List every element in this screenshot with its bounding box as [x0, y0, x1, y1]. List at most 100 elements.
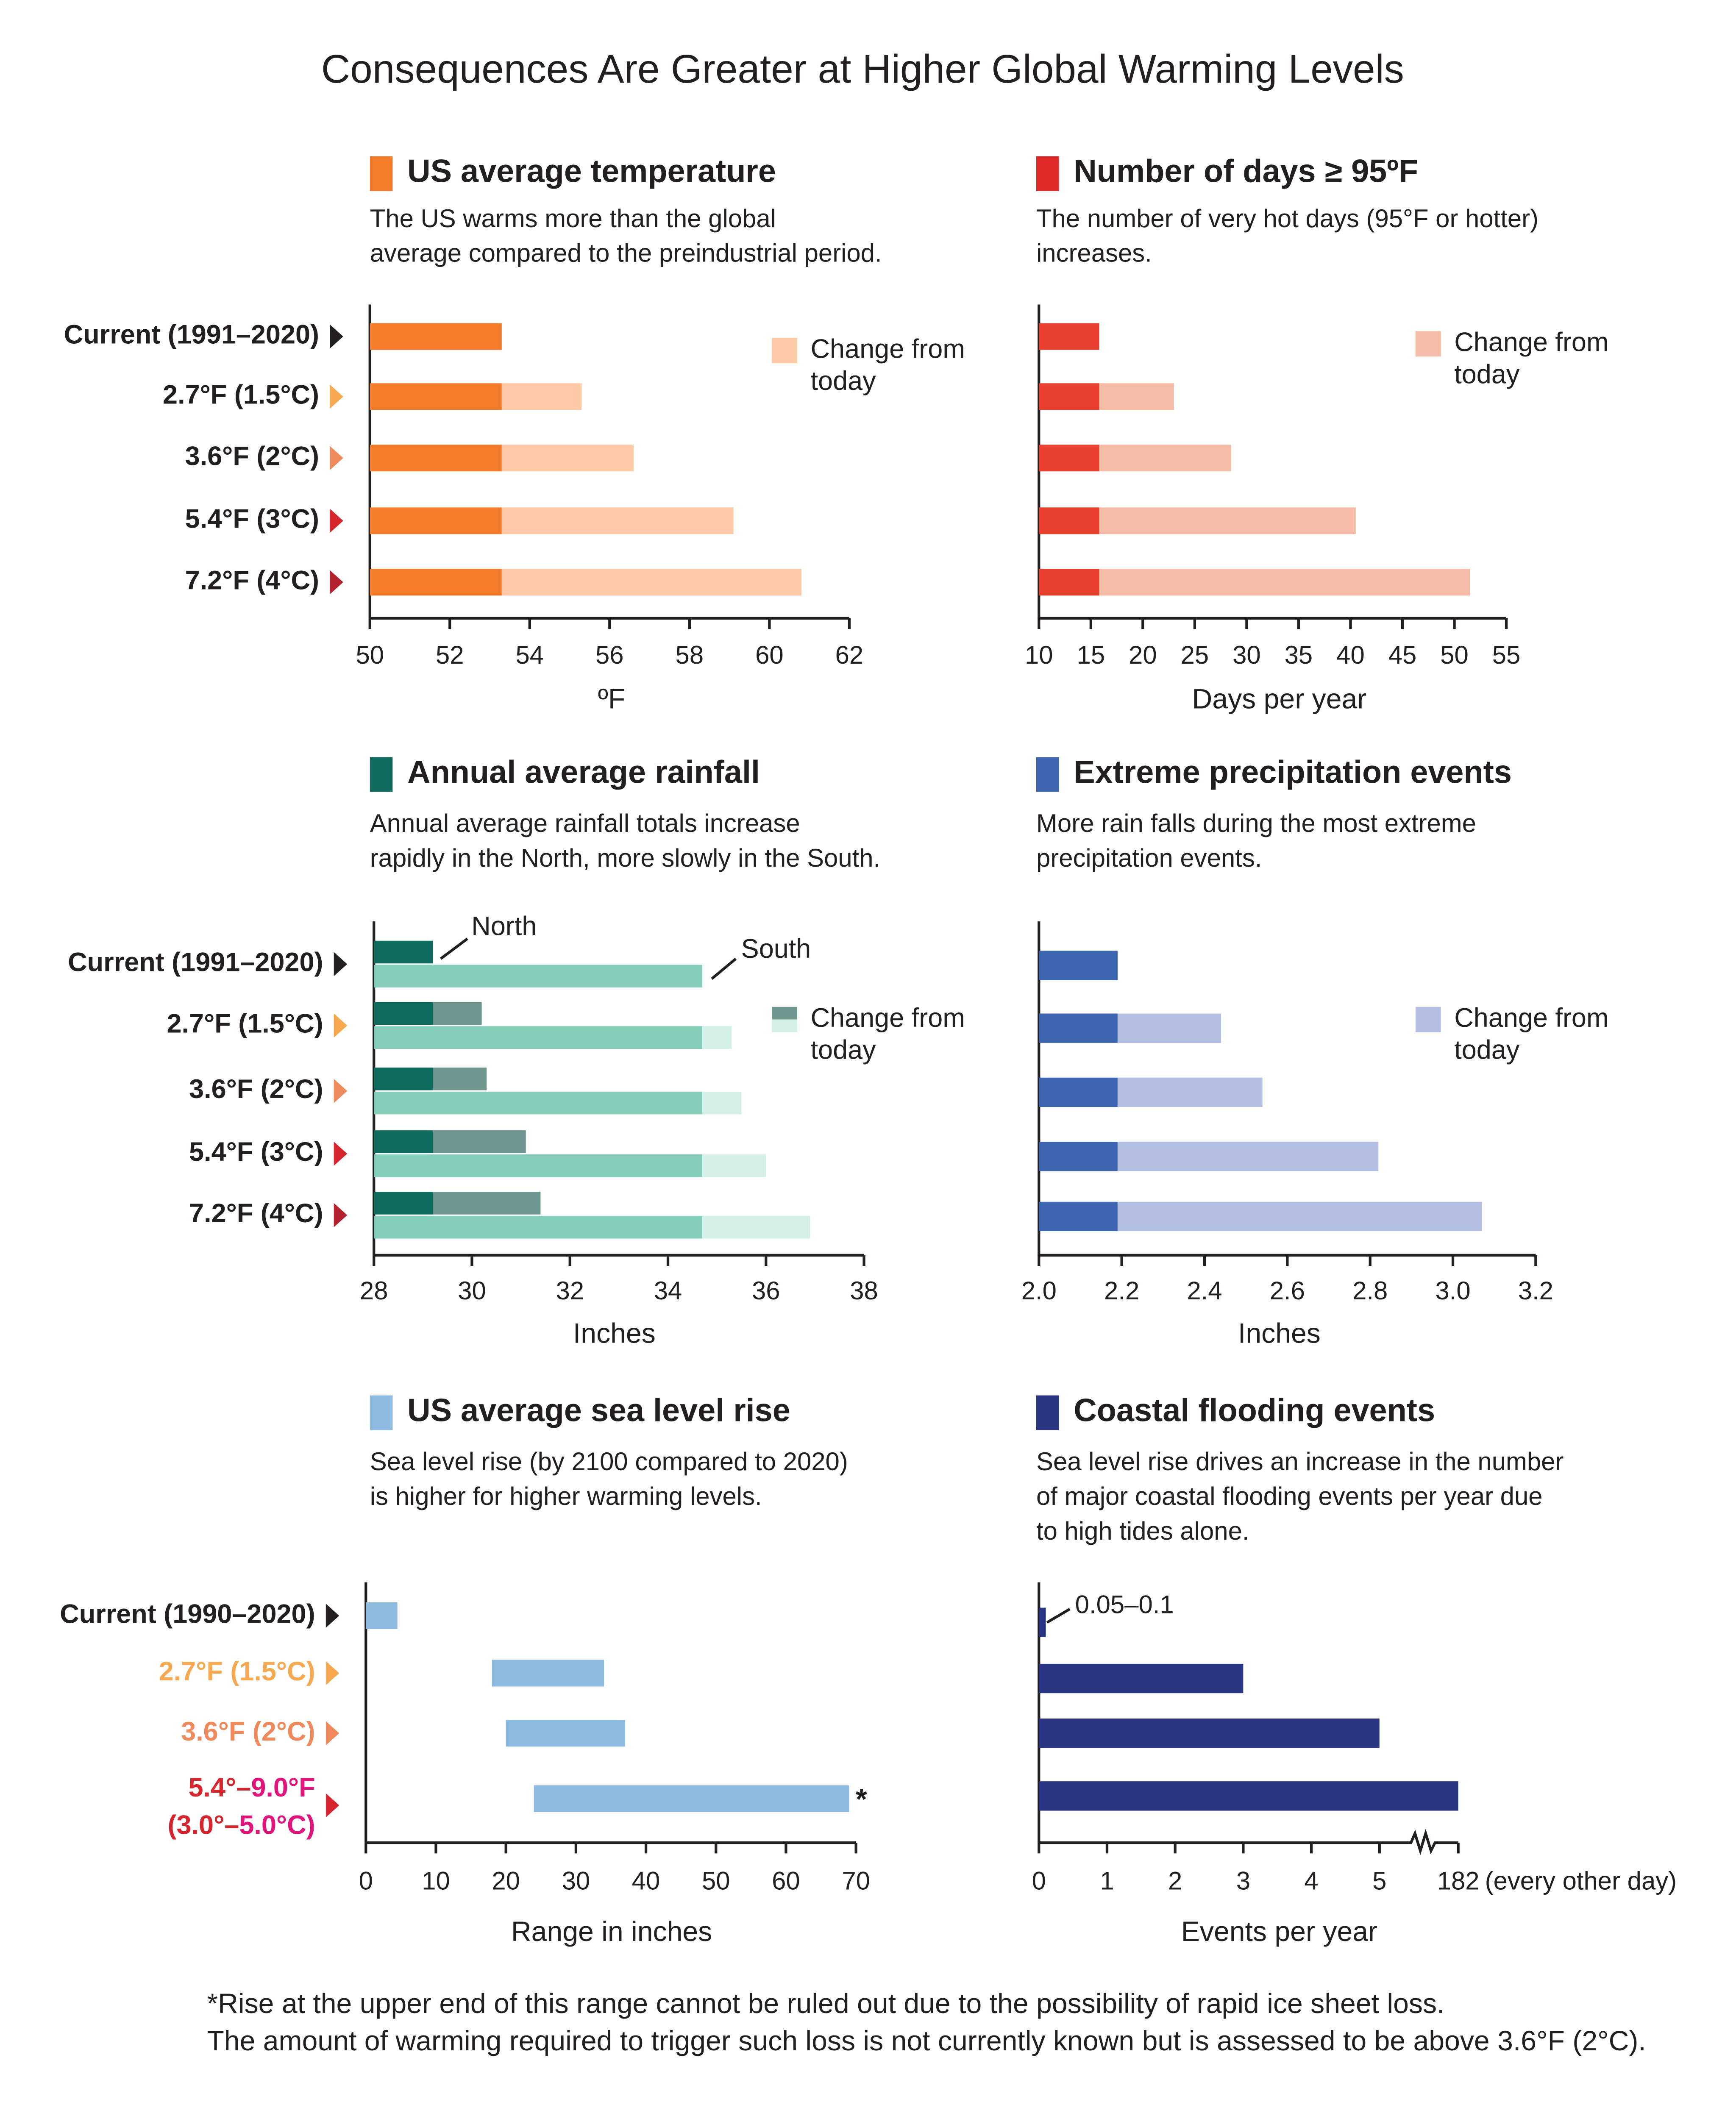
range-bar — [492, 1660, 604, 1687]
panel-subtitle: average compared to the preindustrial pe… — [370, 239, 882, 267]
bar — [374, 940, 433, 964]
x-tick-label: 30 — [1232, 641, 1261, 669]
x-tick-label: 35 — [1285, 641, 1313, 669]
page-title: Consequences Are Greater at Higher Globa… — [321, 47, 1404, 92]
row-label-part: 5.0°C) — [239, 1810, 315, 1840]
x-tick-label: 45 — [1388, 641, 1417, 669]
x-tick-label: 3 — [1236, 1866, 1250, 1895]
x-tick-label: 40 — [632, 1866, 660, 1895]
bar-change — [1117, 1013, 1221, 1043]
x-tick-label: 55 — [1492, 641, 1521, 669]
row-arrow — [334, 1203, 348, 1227]
x-tick-label: 15 — [1077, 641, 1105, 669]
panel-subtitle: Sea level rise (by 2100 compared to 2020… — [370, 1447, 848, 1476]
panel-subtitle: The number of very hot days (95°F or hot… — [1036, 204, 1538, 233]
x-tick-label: 2.4 — [1187, 1276, 1222, 1305]
row-label-part: 2.7°F (1.5°C) — [159, 1657, 315, 1686]
bar — [1039, 1607, 1046, 1637]
title-swatch — [370, 757, 393, 792]
legend-swatch — [772, 338, 798, 364]
legend-swatch — [1415, 1007, 1441, 1032]
panel-title: Extreme precipitation events — [1074, 754, 1512, 790]
bar-change — [501, 383, 582, 410]
bar-change — [432, 1130, 526, 1153]
bar-change — [1099, 383, 1174, 410]
legend-swatch — [772, 1007, 798, 1020]
x-tick-label: 58 — [676, 641, 704, 669]
row-label-part: Current (1990–2020) — [60, 1599, 315, 1629]
x-tick-label: 62 — [835, 641, 864, 669]
bar-change — [702, 1026, 732, 1049]
row-label: (3.0°–5.0°C) — [168, 1810, 315, 1840]
legend: Change from today — [1454, 328, 1609, 390]
range-bar — [534, 1785, 849, 1812]
x-axis-label: Days per year — [1192, 684, 1367, 715]
bar — [1039, 1781, 1458, 1811]
group-leader — [711, 957, 737, 980]
x-tick-label: 60 — [772, 1866, 800, 1895]
row-arrow — [334, 1141, 348, 1166]
footnote: The amount of warming required to trigge… — [207, 2025, 1646, 2057]
legend-swatch — [1415, 331, 1441, 357]
bar — [374, 1002, 433, 1025]
bar — [1039, 1201, 1118, 1232]
row-label-part: (3.0°– — [168, 1810, 239, 1840]
bar — [370, 323, 502, 350]
title-swatch — [1036, 757, 1059, 792]
panel-subtitle: rapidly in the North, more slowly in the… — [370, 844, 880, 872]
x-tick-label: 50 — [356, 641, 384, 669]
title-swatch — [370, 1395, 393, 1430]
bar — [1039, 445, 1099, 472]
bar-change — [501, 507, 734, 534]
x-tick-label: 28 — [360, 1276, 388, 1305]
row-arrow — [330, 446, 343, 470]
bar — [1039, 569, 1099, 596]
group-label: North — [471, 911, 537, 941]
row-label-part: 5.4°– — [189, 1773, 251, 1802]
x-tick-label: 56 — [595, 641, 624, 669]
row-label: 3.6°F (2°C) — [189, 1074, 323, 1104]
panel-subtitle: Annual average rainfall totals increase — [370, 809, 800, 837]
x-tick-label: 3.2 — [1518, 1276, 1553, 1305]
x-tick-label: 25 — [1181, 641, 1209, 669]
bar — [374, 1192, 433, 1215]
row-label: 5.4°F (3°C) — [185, 504, 319, 534]
bar — [374, 1215, 702, 1239]
panel-subtitle: precipitation events. — [1036, 844, 1262, 872]
row-label: Current (1991–2020) — [68, 948, 323, 977]
legend-label: Change from today — [810, 335, 965, 397]
legend-label: Change from today — [1454, 328, 1609, 390]
row-label: 7.2°F (4°C) — [189, 1198, 323, 1228]
x-tick-label: 1 — [1100, 1866, 1114, 1895]
bar-change — [1099, 507, 1356, 534]
bar — [1039, 1013, 1118, 1043]
x-axis-label: Inches — [1238, 1318, 1321, 1349]
bar-change — [702, 1154, 766, 1177]
x-tick-label: 34 — [654, 1276, 682, 1305]
x-tick-label: 50 — [702, 1866, 730, 1895]
group-label: South — [741, 934, 811, 964]
panel-title: Coastal flooding events — [1074, 1393, 1435, 1429]
x-tick-label: 10 — [422, 1866, 450, 1895]
x-tick-label: 2.6 — [1270, 1276, 1305, 1305]
bar-change — [1117, 1141, 1379, 1171]
bar — [374, 1068, 433, 1090]
x-tick-label: 38 — [850, 1276, 878, 1305]
legend-label: Change from today — [1454, 1004, 1609, 1066]
bar — [374, 1026, 702, 1049]
x-tick-label: 2.0 — [1021, 1276, 1057, 1305]
panel-subtitle: is higher for higher warming levels. — [370, 1482, 762, 1510]
panel-subtitle: More rain falls during the most extreme — [1036, 809, 1476, 837]
x-tick-label: 10 — [1025, 641, 1053, 669]
legend-swatch — [772, 1019, 798, 1032]
x-tick-label: 30 — [562, 1866, 590, 1895]
panel-subtitle: to high tides alone. — [1036, 1517, 1249, 1545]
x-tick-label: 70 — [842, 1866, 870, 1895]
row-label: 2.7°F (1.5°C) — [159, 1657, 315, 1686]
bar — [1039, 507, 1099, 534]
bar — [1039, 383, 1099, 410]
bar — [370, 569, 502, 596]
x-tick-label: 20 — [1129, 641, 1157, 669]
row-arrow — [326, 1721, 339, 1746]
